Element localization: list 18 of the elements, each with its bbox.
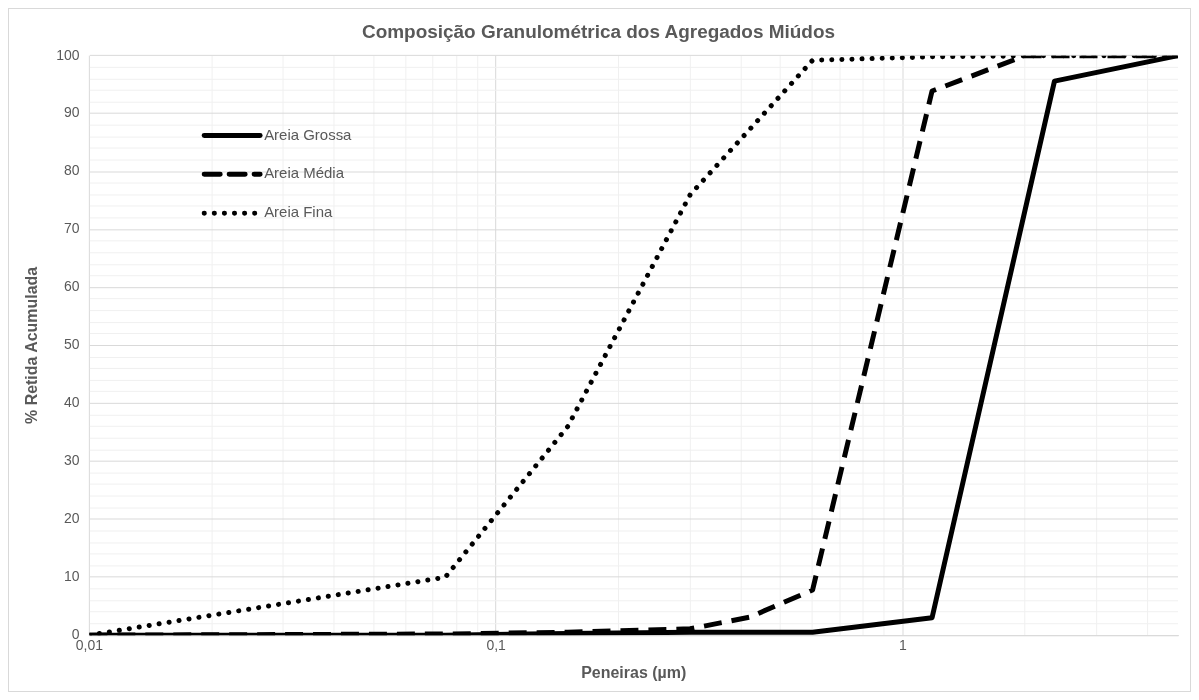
legend-label: Areia Grossa — [264, 125, 353, 143]
y-axis-title: % Retida Acumulada — [22, 266, 40, 424]
y-tick-label: 10 — [63, 568, 80, 585]
x-tick-label: 1 — [898, 637, 907, 654]
y-tick-label: 80 — [63, 162, 80, 179]
x-tick-label: 0,1 — [486, 637, 507, 654]
y-tick-label: 20 — [63, 510, 80, 527]
legend-label: Areia Média — [264, 164, 345, 182]
y-tick-label: 40 — [63, 394, 80, 411]
y-tick-label: 90 — [63, 104, 80, 121]
y-tick-label: 70 — [63, 220, 80, 237]
y-tick-label: 60 — [63, 278, 80, 295]
y-tick-label: 100 — [56, 46, 80, 63]
x-axis-title: Peneiras (µm) — [581, 663, 687, 681]
chart-title: Composição Granulométrica dos Agregados Miúdos — [361, 20, 836, 42]
legend-label: Areia Fina — [264, 203, 333, 221]
y-tick-label: 30 — [63, 452, 80, 469]
y-tick-label: 50 — [63, 336, 80, 353]
